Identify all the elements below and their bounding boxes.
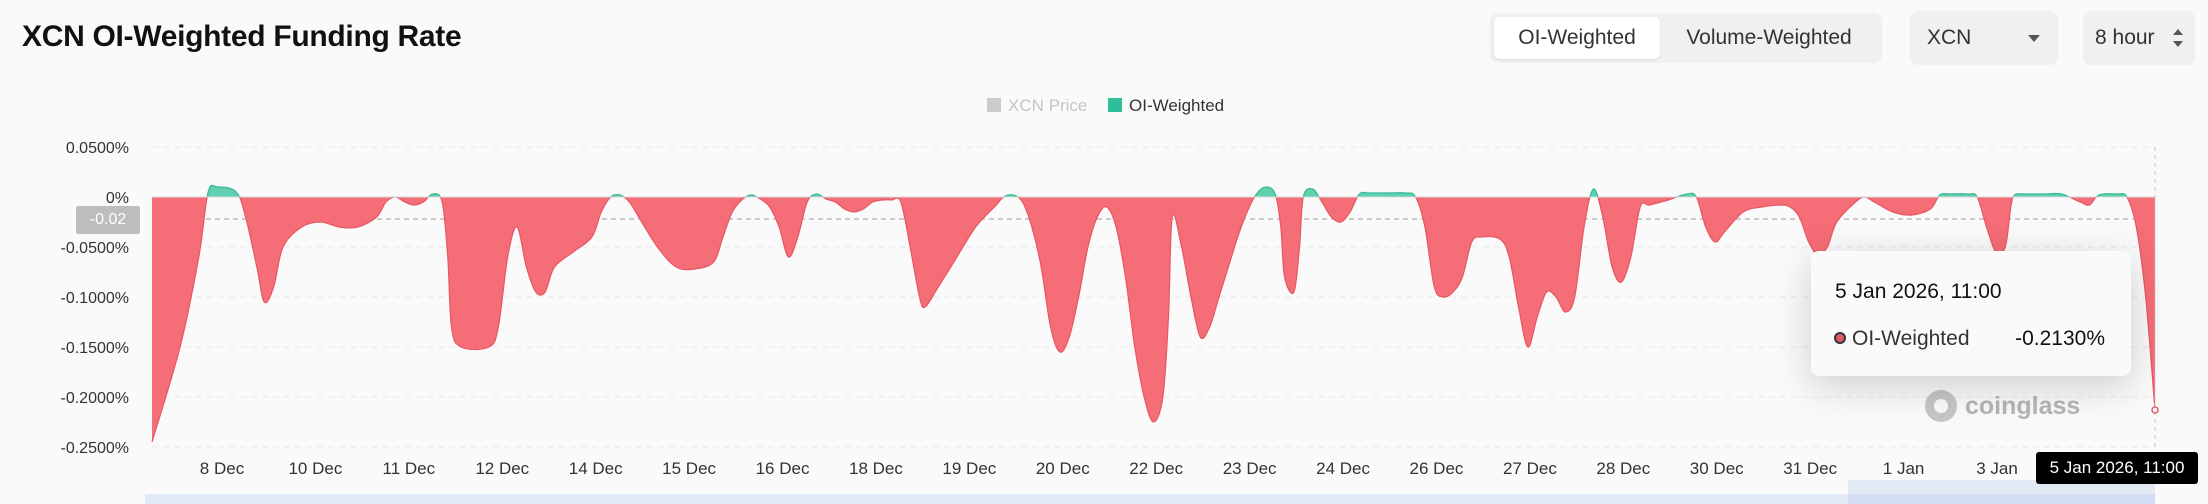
x-tick-label: 23 Dec xyxy=(1223,459,1277,478)
tooltip-date: 5 Jan 2026, 11:00 xyxy=(1835,280,2002,303)
oi-weighted-tab[interactable]: OI-Weighted xyxy=(1494,17,1660,59)
x-tick-label: 26 Dec xyxy=(1410,459,1464,478)
coin-select[interactable]: XCN xyxy=(1910,11,2058,65)
x-tick-label: 8 Dec xyxy=(200,459,245,478)
x-tick-label: 31 Dec xyxy=(1783,459,1837,478)
x-tick-label: 3 Jan xyxy=(1976,459,2018,478)
hover-point xyxy=(2151,406,2159,414)
legend-label: XCN Price xyxy=(1008,96,1087,115)
tooltip-series-name: OI-Weighted xyxy=(1852,327,1970,350)
x-tick-label: 14 Dec xyxy=(569,459,623,478)
range-navigator-selection[interactable] xyxy=(1848,480,2155,504)
weighting-toggle: OI-Weighted Volume-Weighted xyxy=(1490,13,1882,63)
x-tick-label: 12 Dec xyxy=(475,459,529,478)
legend-swatch-icon xyxy=(1108,98,1122,112)
y-tick-label: -0.0500% xyxy=(61,240,130,257)
x-tick-label: 20 Dec xyxy=(1036,459,1090,478)
x-tick-label: 28 Dec xyxy=(1596,459,1650,478)
coinglass-logo-icon xyxy=(1925,390,1957,422)
legend-item-0[interactable]: XCN Price xyxy=(987,96,1087,115)
page-title: XCN OI-Weighted Funding Rate xyxy=(22,20,462,53)
x-tick-label: 15 Dec xyxy=(662,459,716,478)
x-tick-label: 22 Dec xyxy=(1129,459,1183,478)
crosshair-date-label: 5 Jan 2026, 11:00 xyxy=(2036,452,2198,484)
legend-swatch-icon xyxy=(987,98,1001,112)
y-tick-label: -0.1000% xyxy=(61,290,130,307)
series-marker-icon xyxy=(1834,332,1846,344)
series-area-positive xyxy=(152,185,2155,197)
x-tick-label: 30 Dec xyxy=(1690,459,1744,478)
watermark-text: coinglass xyxy=(1965,391,2081,420)
coinglass-watermark: coinglass xyxy=(1925,390,2080,422)
x-tick-label: 16 Dec xyxy=(756,459,810,478)
x-tick-label: 11 Dec xyxy=(383,459,436,478)
interval-select-value: 8 hour xyxy=(2095,26,2155,49)
tooltip-value: -0.2130% xyxy=(2015,327,2105,350)
series-area-negative xyxy=(152,197,2155,442)
x-tick-label: 19 Dec xyxy=(942,459,996,478)
x-tick-label: 10 Dec xyxy=(288,459,342,478)
y-tick-label: -0.2000% xyxy=(61,390,130,407)
y-tick-label: 0.0500% xyxy=(66,140,129,157)
chevron-up-icon xyxy=(2173,29,2183,35)
x-tick-label: 18 Dec xyxy=(849,459,903,478)
x-tick-label: 1 Jan xyxy=(1883,459,1925,478)
chevron-down-icon xyxy=(2028,35,2040,42)
legend-label: OI-Weighted xyxy=(1129,96,1224,115)
y-tick-label: -0.1500% xyxy=(61,340,130,357)
x-tick-label: 27 Dec xyxy=(1503,459,1557,478)
chevron-down-icon xyxy=(2173,41,2183,47)
series-line-negative xyxy=(151,197,2156,443)
y-tick-label: 0% xyxy=(106,190,129,207)
x-tick-label: 24 Dec xyxy=(1316,459,1370,478)
legend-item-1[interactable]: OI-Weighted xyxy=(1108,96,1224,115)
chart-tooltip: 5 Jan 2026, 11:00 OI-Weighted -0.2130% xyxy=(1811,251,2131,376)
volume-weighted-tab[interactable]: Volume-Weighted xyxy=(1686,26,1852,49)
interval-select[interactable]: 8 hour xyxy=(2083,11,2195,65)
coin-select-value: XCN xyxy=(1927,26,1972,49)
reference-line-label: -0.02 xyxy=(76,206,140,234)
range-navigator[interactable] xyxy=(145,494,2155,504)
y-tick-label: -0.2500% xyxy=(61,440,130,457)
